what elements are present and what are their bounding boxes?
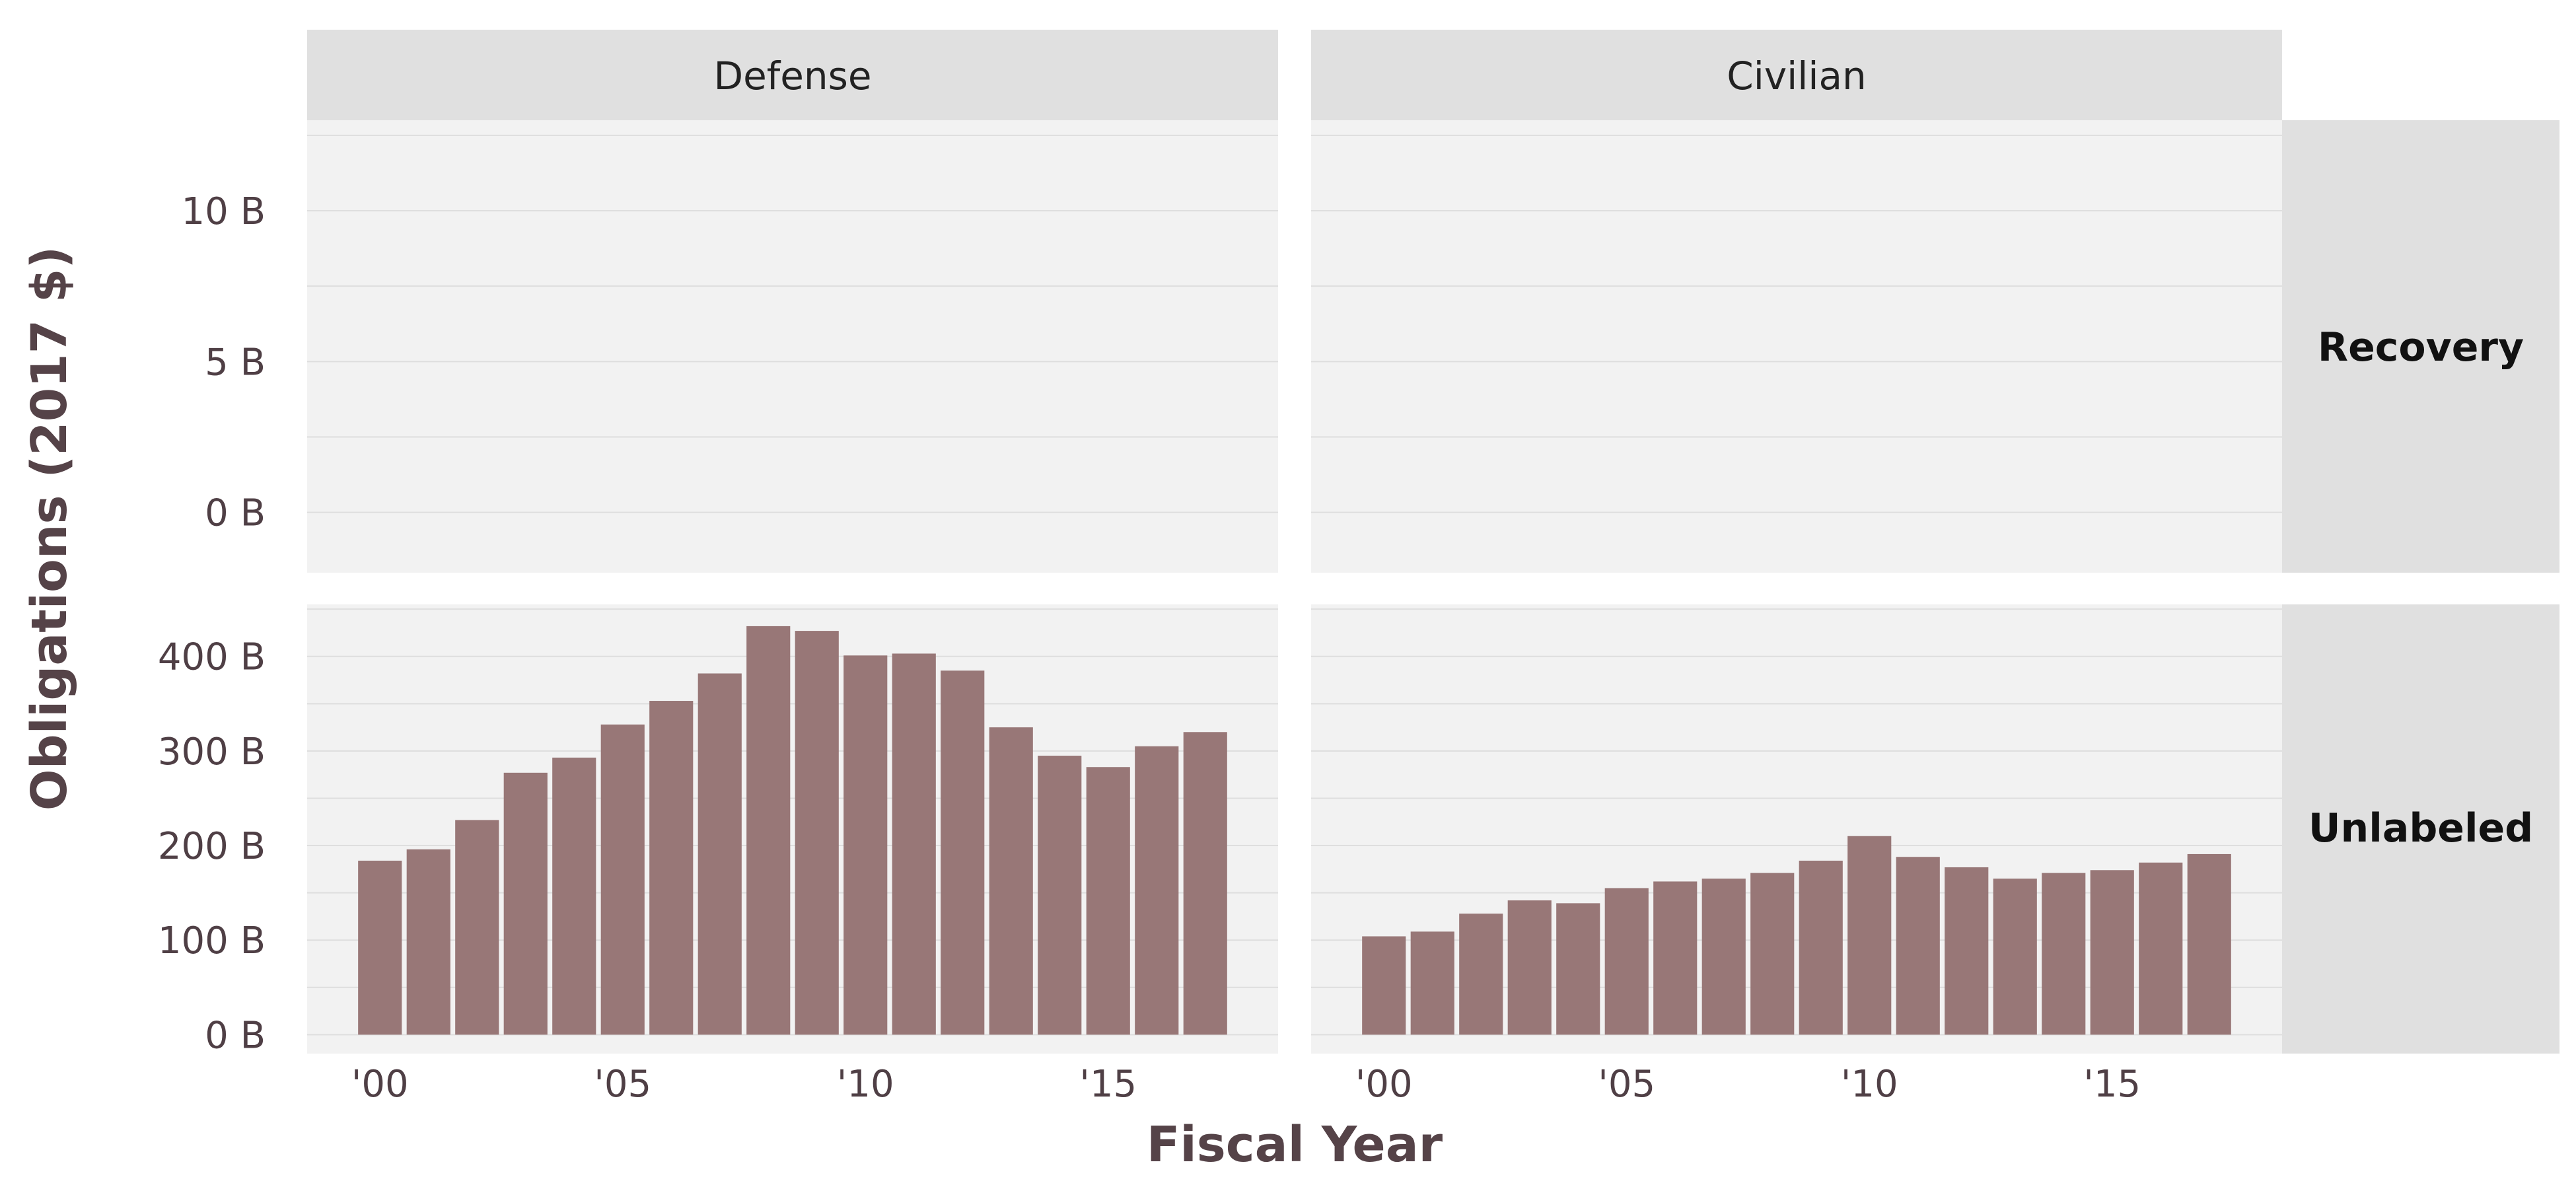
bar-defense-unlabeled-2007: [698, 673, 742, 1035]
x-tick-label-defense: '05: [594, 1063, 651, 1106]
strip-label-recovery: Recovery: [2318, 324, 2524, 371]
bar-defense-unlabeled-2013: [989, 727, 1033, 1035]
bar-defense-unlabeled-2014: [1038, 756, 1082, 1035]
bar-civilian-unlabeled-2005: [1604, 888, 1649, 1035]
bar-civilian-unlabeled-2013: [1993, 879, 2037, 1035]
bar-civilian-unlabeled-2003: [1507, 900, 1552, 1035]
bar-defense-unlabeled-2000: [358, 860, 402, 1035]
bar-civilian-unlabeled-2001: [1410, 931, 1454, 1035]
bar-civilian-unlabeled-2017: [2187, 853, 2231, 1035]
y-tick-label-unlabeled: 200 B: [158, 825, 266, 868]
strip-recovery-bg: [2282, 120, 2559, 573]
bar-civilian-unlabeled-2008: [1750, 873, 1795, 1035]
panels-layer: [307, 120, 2282, 1054]
bar-civilian-unlabeled-2000: [1362, 936, 1406, 1035]
strip-defense-bg: [307, 30, 1278, 120]
y-tick-label-recovery: 0 B: [205, 492, 266, 535]
bar-civilian-unlabeled-2010: [1847, 836, 1892, 1035]
x-tick-label-civilian: '15: [2083, 1063, 2141, 1106]
bar-defense-unlabeled-2001: [406, 849, 450, 1035]
panel-civilian-recovery: [1311, 120, 2282, 573]
bar-defense-unlabeled-2017: [1183, 732, 1227, 1035]
x-tick-label-civilian: '05: [1598, 1063, 1655, 1106]
bar-defense-unlabeled-2010: [843, 655, 888, 1035]
bar-civilian-unlabeled-2002: [1459, 914, 1503, 1035]
bar-defense-unlabeled-2016: [1135, 746, 1179, 1035]
panel-defense-recovery: [307, 120, 1278, 573]
strip-label-unlabeled: Unlabeled: [2308, 805, 2533, 851]
panel-civilian-unlabeled: [1311, 604, 2282, 1054]
bar-defense-unlabeled-2002: [455, 820, 499, 1035]
bar-defense-unlabeled-2004: [552, 757, 596, 1035]
y-tick-label-unlabeled: 300 B: [158, 731, 266, 774]
x-tick-label-civilian: '10: [1841, 1063, 1898, 1106]
strip-label-civilian: Civilian: [1727, 54, 1867, 98]
bar-defense-unlabeled-2006: [649, 701, 694, 1035]
bar-civilian-unlabeled-2011: [1896, 857, 1940, 1035]
x-axis-title: Fiscal Year: [1147, 1116, 1443, 1173]
x-tick-label-defense: '00: [351, 1063, 409, 1106]
y-axis-title: Obligations (2017 $): [21, 246, 78, 811]
y-tick-label-recovery: 5 B: [205, 341, 266, 384]
strip-label-defense: Defense: [713, 54, 871, 98]
y-tick-labels: 0 B 5 B 10 B 0 B 100 B 200 B 300 B 400 B: [158, 190, 266, 1057]
bar-defense-unlabeled-2015: [1086, 767, 1130, 1035]
x-tick-labels: '00 '05 '10 '15 '00 '05 '10 '15: [351, 1063, 2141, 1106]
bar-civilian-unlabeled-2015: [2090, 870, 2134, 1035]
bar-civilian-unlabeled-2007: [1701, 879, 1746, 1035]
strip-civilian-bg: [1311, 30, 2282, 120]
x-tick-label-civilian: '00: [1355, 1063, 1413, 1106]
y-tick-label-unlabeled: 100 B: [158, 919, 266, 962]
bar-civilian-unlabeled-2016: [2139, 862, 2183, 1035]
bar-defense-unlabeled-2003: [503, 772, 548, 1035]
bar-civilian-unlabeled-2012: [1945, 867, 1989, 1035]
panel-defense-unlabeled: [307, 604, 1278, 1054]
bar-defense-unlabeled-2012: [941, 670, 985, 1035]
bar-civilian-unlabeled-2006: [1653, 881, 1698, 1035]
x-tick-label-defense: '10: [837, 1063, 894, 1106]
bar-civilian-unlabeled-2004: [1556, 903, 1600, 1035]
bar-defense-unlabeled-2008: [746, 626, 791, 1035]
bar-defense-unlabeled-2009: [795, 631, 839, 1035]
x-tick-label-defense: '15: [1079, 1063, 1137, 1106]
strip-unlabeled-bg: [2282, 604, 2559, 1054]
bar-defense-unlabeled-2005: [600, 724, 645, 1035]
bar-civilian-unlabeled-2014: [2042, 873, 2086, 1035]
bar-defense-unlabeled-2011: [892, 653, 936, 1035]
y-tick-label-unlabeled: 0 B: [205, 1014, 266, 1057]
bar-civilian-unlabeled-2009: [1799, 860, 1843, 1035]
y-tick-label-unlabeled: 400 B: [158, 636, 266, 679]
y-tick-label-recovery: 10 B: [182, 190, 266, 233]
